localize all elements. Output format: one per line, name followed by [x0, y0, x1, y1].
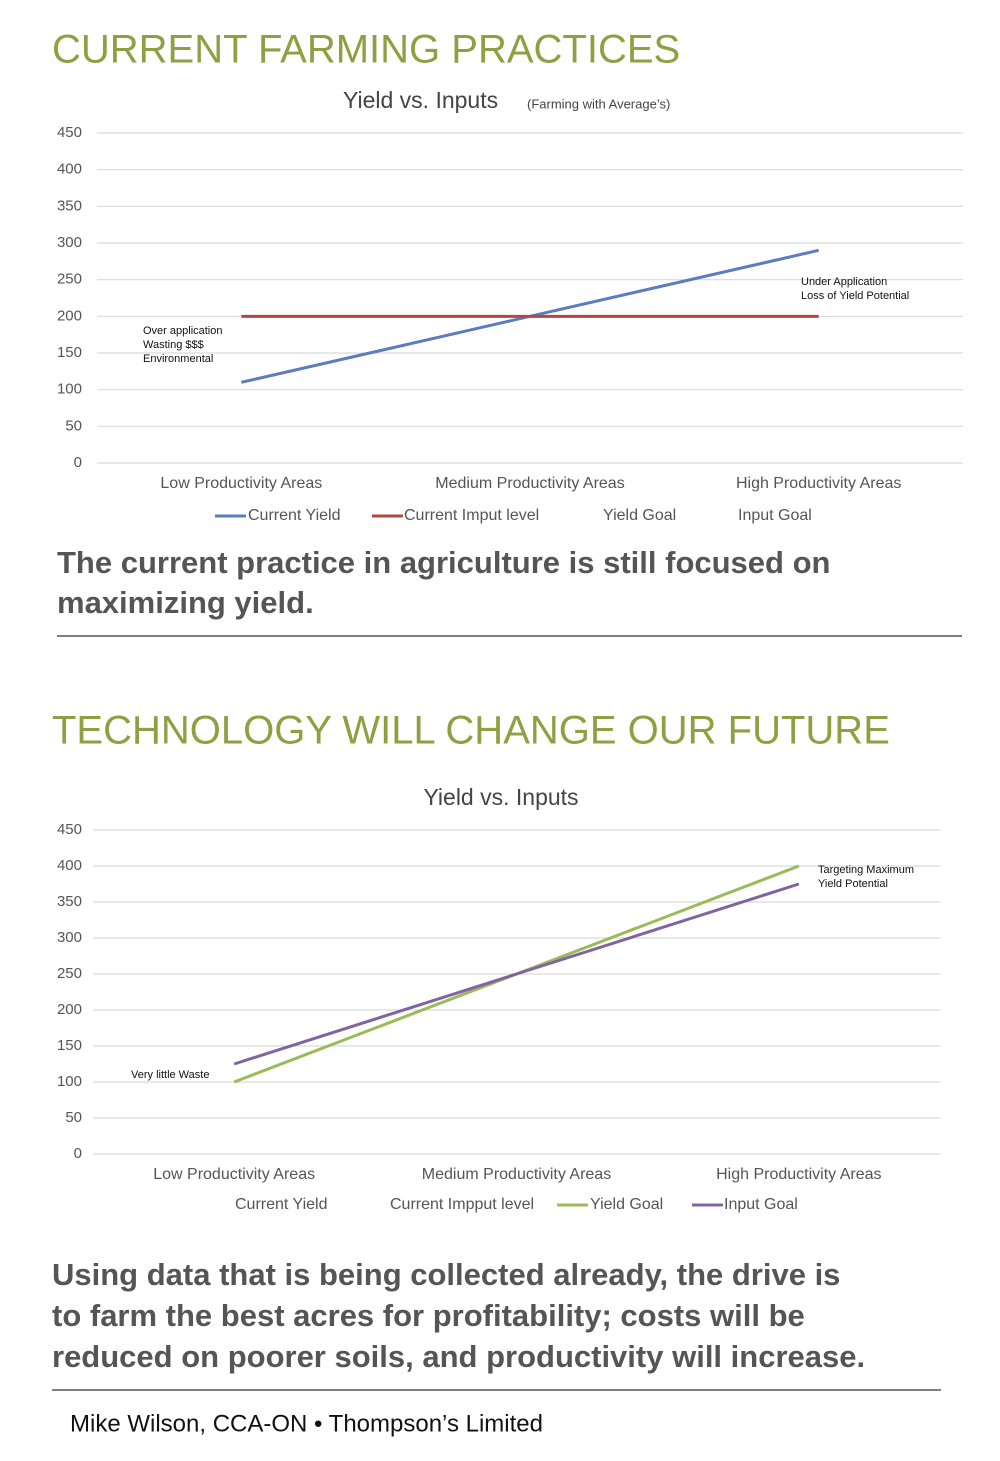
y-tick-label: 100: [57, 381, 82, 398]
legend-label: Current Yield: [248, 507, 341, 524]
y-tick-label: 250: [57, 271, 82, 288]
annotation: Environmental: [143, 353, 213, 365]
caption-line: reduced on poorer soils, and productivit…: [52, 1339, 865, 1374]
series-line: [233, 882, 800, 1066]
chart-subtitle: (Farming with Average’s): [527, 96, 670, 111]
y-tick-label: 400: [57, 161, 82, 178]
y-tick-label: 350: [57, 893, 82, 910]
x-tick-label: Low Productivity Areas: [160, 475, 322, 492]
caption-line: maximizing yield.: [57, 585, 314, 620]
footer: Mike Wilson, CCA-ON • Thompson’s Limited: [70, 1410, 543, 1437]
y-tick-label: 300: [57, 929, 82, 946]
annotation: Very little Waste: [131, 1069, 209, 1081]
y-tick-label: 300: [57, 234, 82, 251]
y-tick-label: 0: [74, 454, 82, 471]
caption-line: Using data that is being collected alrea…: [52, 1257, 840, 1292]
y-tick-label: 400: [57, 857, 82, 874]
annotation: Over application: [143, 325, 223, 337]
y-tick-label: 200: [57, 1001, 82, 1018]
heading: CURRENT FARMING PRACTICES: [52, 28, 680, 72]
y-tick-label: 200: [57, 307, 82, 324]
y-tick-label: 50: [65, 1109, 82, 1126]
y-tick-label: 150: [57, 344, 82, 361]
x-tick-label: High Productivity Areas: [736, 475, 901, 492]
x-tick-label: Low Productivity Areas: [153, 1166, 315, 1183]
y-tick-label: 0: [74, 1145, 82, 1162]
chart-title: Yield vs. Inputs: [343, 87, 498, 113]
y-tick-label: 50: [65, 417, 82, 434]
caption-line: The current practice in agriculture is s…: [57, 545, 830, 580]
legend-label: Current Imput level: [404, 507, 539, 524]
x-tick-label: Medium Productivity Areas: [422, 1166, 611, 1183]
annotation: Under Application: [801, 276, 887, 288]
annotation: Wasting $$$: [143, 339, 204, 351]
chart-title: Yield vs. Inputs: [423, 784, 578, 810]
legend-label: Current Yield: [235, 1196, 328, 1213]
caption-line: to farm the best acres for profitability…: [52, 1298, 805, 1333]
legend-label: Yield Goal: [603, 507, 676, 524]
x-tick-label: Medium Productivity Areas: [435, 475, 624, 492]
y-tick-label: 100: [57, 1073, 82, 1090]
y-tick-label: 450: [57, 821, 82, 838]
annotation: Yield Potential: [818, 878, 888, 890]
legend-label: Current Impput level: [390, 1196, 534, 1213]
annotation: Targeting Maximum: [818, 864, 914, 876]
legend-label: Input Goal: [738, 507, 812, 524]
heading: TECHNOLOGY WILL CHANGE OUR FUTURE: [52, 709, 890, 753]
legend-label: Input Goal: [724, 1196, 798, 1213]
legend-label: Yield Goal: [590, 1196, 663, 1213]
y-tick-label: 450: [57, 124, 82, 141]
annotation: Loss of Yield Potential: [801, 290, 909, 302]
y-tick-label: 250: [57, 965, 82, 982]
y-tick-label: 150: [57, 1037, 82, 1054]
x-tick-label: High Productivity Areas: [716, 1166, 881, 1183]
y-tick-label: 350: [57, 197, 82, 214]
